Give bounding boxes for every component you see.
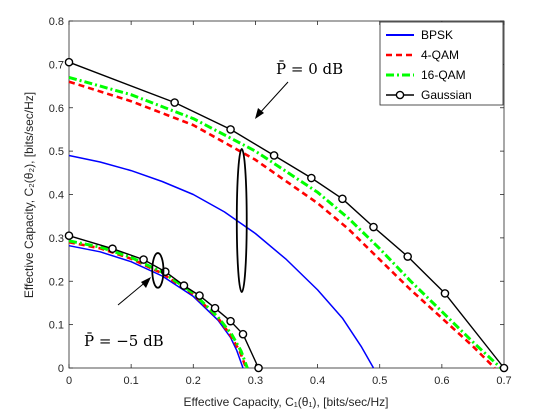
series-line-gaussian-0db: [68, 61, 505, 369]
data-point-gaussian: [108, 244, 117, 254]
data-point-gaussian: [139, 255, 148, 264]
x-tick-label: 0: [66, 375, 72, 387]
data-point-gaussian: [403, 252, 412, 261]
y-tick-label: 0.6: [49, 103, 64, 115]
series-line-16qam-0db: [68, 75, 502, 370]
data-point-gaussian: [195, 291, 204, 300]
annotation-label-minus5db: P̄ = −5 dB: [84, 332, 164, 350]
axis-ticks: 0 0.1 0.2 0.3 0.4 0.5 0.6 0.7 0 0.1 0.2 0.3 0.4 0.5 0.…: [49, 16, 512, 387]
series-line-gaussian-minus5db: [68, 235, 260, 369]
data-point-gaussian: [226, 125, 235, 134]
x-tick-label: 0.4: [310, 375, 325, 387]
arrowhead-annotation-minus5db: [141, 277, 151, 288]
series-layer: [64, 57, 509, 373]
ellipse-annotation-0db: [235, 148, 248, 293]
series-line-bpsk-minus5db: [68, 244, 244, 369]
data-point-gaussian: [226, 316, 235, 326]
x-tick-label: 0.2: [186, 375, 201, 387]
x-tick-label: 0.6: [434, 375, 449, 387]
x-tick-label: 0.3: [248, 375, 263, 387]
x-tick-label: 0.5: [372, 375, 387, 387]
legend: BPSK 4-QAM 16-QAM Gaussian: [379, 21, 504, 106]
y-axis-label: Effective Capacity, C₂(θ₂), [bits/sec/Hz…: [22, 92, 36, 298]
y-tick-label: 0.8: [49, 16, 64, 28]
ellipse-annotation-minus5db: [151, 252, 165, 289]
arrowhead-annotation-0db: [255, 108, 264, 119]
x-tick-label: 0.7: [496, 375, 511, 387]
y-tick-label: 0: [58, 363, 64, 375]
annotation-label-0db: P̄ = 0 dB: [276, 60, 343, 78]
data-point-gaussian: [269, 151, 279, 160]
data-point-gaussian: [369, 222, 378, 232]
data-point-gaussian: [440, 289, 450, 298]
series-line-4qam-0db: [68, 80, 496, 369]
data-point-gaussian: [170, 98, 179, 107]
y-tick-label: 0.2: [49, 276, 64, 288]
data-point-gaussian: [499, 363, 509, 373]
data-point-gaussian: [210, 303, 220, 313]
y-tick-label: 0.4: [49, 190, 64, 202]
legend-label-gaussian: Gaussian: [421, 88, 472, 102]
x-tick-label: 0.1: [123, 375, 138, 387]
data-point-gaussian: [338, 194, 347, 204]
y-tick-label: 0.7: [49, 59, 64, 71]
legend-label-bpsk: BPSK: [421, 28, 453, 42]
legend-label-16qam: 16-QAM: [421, 68, 466, 82]
data-point-gaussian: [254, 363, 263, 373]
legend-label-4qam: 4-QAM: [421, 48, 459, 62]
y-tick-label: 0.1: [49, 320, 64, 332]
arrow-annotation-0db: [257, 81, 289, 116]
data-point-gaussian: [64, 57, 74, 67]
annotation-layer: P̄ = 0 dB P̄ = −5 dB: [84, 60, 343, 350]
series-line-bpsk-0db: [68, 154, 375, 369]
y-tick-label: 0.5: [49, 146, 64, 158]
data-point-gaussian: [179, 281, 189, 290]
y-tick-label: 0.3: [49, 233, 64, 245]
data-point-gaussian: [238, 329, 248, 339]
x-axis-label: Effective Capacity, C₁(θ₁), [bits/sec/Hz…: [183, 395, 388, 409]
data-point-gaussian: [64, 231, 74, 241]
legend-marker-gaussian: [395, 90, 405, 100]
data-point-gaussian: [307, 173, 316, 183]
